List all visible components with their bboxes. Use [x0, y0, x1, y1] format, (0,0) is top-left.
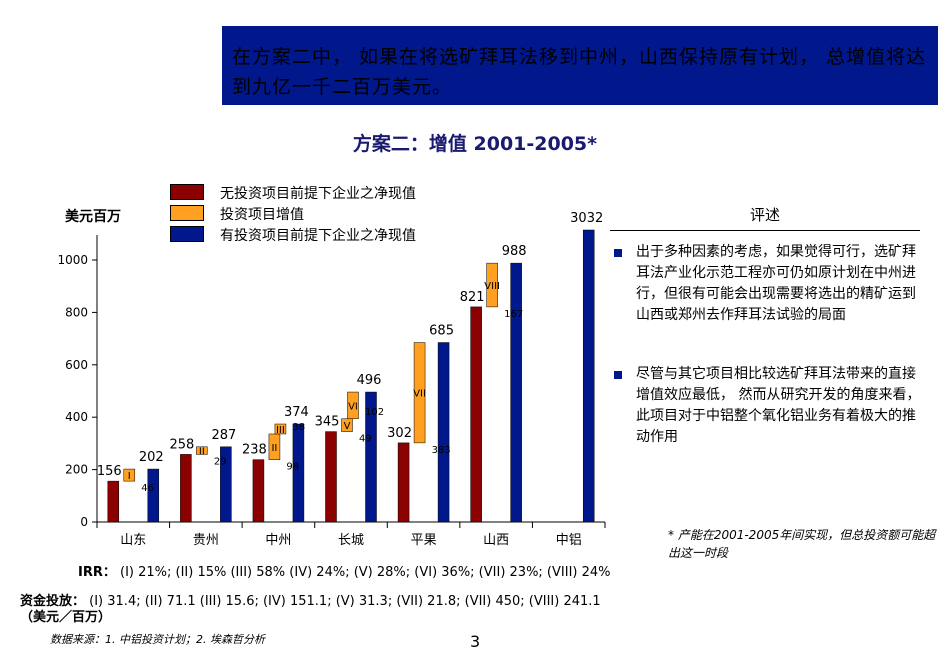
legend-label: 无投资项目前提下企业之净现值 [220, 186, 416, 202]
bar-value-label: 821 [460, 290, 485, 305]
legend-swatch-orange [170, 205, 204, 221]
page-number: 3 [470, 632, 481, 651]
legend-label: 有投资项目前提下企业之净现值 [220, 228, 416, 244]
y-tick-label: 200 [65, 463, 88, 477]
chart-title: 方案二：增值 2001-2005* [352, 133, 598, 155]
segment-roman-label: VI [348, 401, 358, 412]
investment-line: 资金投放： (I) 31.4; (II) 71.1 (III) 15.6; (I… [20, 590, 601, 609]
bar-value-label: 287 [211, 428, 236, 443]
bar-with-investment [147, 468, 160, 523]
x-tick-label: 山东 [120, 533, 146, 548]
segment-roman-label: I [128, 471, 131, 482]
investment-unit: （美元／百万） [20, 610, 112, 625]
x-tick-label: 长城 [338, 533, 364, 548]
segment-roman-label: II [199, 447, 205, 458]
segment-value-label: 383 [432, 445, 451, 456]
bar-investment-increment [123, 468, 136, 482]
bar-with-investment [510, 262, 522, 523]
segment-value-label: 38 [292, 422, 305, 433]
segment-value-label: 46 [141, 483, 154, 494]
bar-value-label: 202 [139, 450, 164, 465]
bar-value-label: 238 [242, 443, 267, 458]
bar-with-investment [582, 229, 595, 523]
remarks-title: 评述 [749, 206, 780, 224]
bar-value-label: 258 [169, 437, 194, 452]
bar-without-investment [252, 459, 265, 523]
bar-value-label: 988 [502, 244, 527, 259]
segment-value-label: 98 [286, 462, 299, 473]
bar-investment-increment [274, 423, 287, 435]
summary-banner: 在方案二中， 如果在将选矿拜耳法移到中州，山西保持原有计划， 总增值将达到九亿一… [222, 26, 938, 105]
investment-values: (I) 31.4; (II) 71.1 (III) 15.6; (IV) 151… [89, 594, 601, 609]
bar-value-label: 302 [387, 426, 412, 441]
y-tick-label: 800 [65, 305, 88, 319]
bar-investment-increment [347, 391, 359, 420]
irr-label: IRR： [78, 565, 116, 580]
irr-values: (I) 21%; (II) 15% (III) 58% (IV) 24%; (V… [120, 565, 611, 580]
bar-with-investment [292, 423, 305, 523]
bar-investment-increment [268, 433, 281, 460]
segment-roman-label: V [344, 421, 351, 432]
x-tick-label: 贵州 [193, 533, 219, 548]
bar-with-investment [437, 342, 450, 523]
bar-investment-increment [486, 262, 498, 308]
y-tick-label: 0 [80, 515, 88, 529]
footnote: * 产能在2001-2005年间实现，但总投资额可能超出这一时段 [668, 528, 936, 560]
remarks-divider [610, 230, 920, 231]
bar-value-label: 496 [357, 373, 382, 388]
x-tick-label: 中铝 [556, 533, 582, 548]
bar-value-label: 156 [97, 464, 122, 479]
x-tick-label: 山西 [483, 533, 509, 548]
bar-investment-increment [413, 342, 426, 444]
remark-item: 尽管与其它项目相比较选矿拜耳法带来的直接增值效应最低， 然而从研究开发的角度来看… [636, 366, 921, 445]
y-tick-label: 600 [65, 358, 88, 372]
y-axis-label: 美元百万 [65, 209, 121, 225]
legend-swatch-blue [170, 226, 204, 242]
bar-without-investment [397, 442, 410, 523]
y-tick-label: 400 [65, 410, 88, 424]
legend-swatch-darkred [170, 184, 204, 200]
source-note: 数据来源：1. 中铝投资计划；2. 埃森哲分析 [50, 633, 265, 646]
summary-text: 在方案二中， 如果在将选矿拜耳法移到中州，山西保持原有计划， 总增值将达到九亿一… [232, 46, 927, 98]
segment-roman-label: III [276, 425, 285, 436]
bar-without-investment [325, 431, 337, 523]
segment-value-label: 167 [504, 309, 523, 320]
remark-item: 出于多种因素的考虑，如果觉得可行，选矿拜耳法产业化示范工程亦可仍如原计划在中州进… [636, 244, 916, 323]
x-tick-label: 平果 [411, 533, 437, 548]
bar-value-label: 374 [284, 405, 309, 420]
bar-value-label: 685 [429, 324, 454, 339]
investment-label: 资金投放： [20, 594, 86, 609]
bar-without-investment [107, 480, 120, 523]
bullet-icon [614, 249, 622, 257]
bar-with-investment [365, 391, 377, 523]
segment-roman-label: II [271, 443, 277, 454]
segment-roman-label: VIII [484, 281, 500, 292]
bar-investment-increment [341, 418, 353, 432]
bar-value-label: 345 [315, 415, 340, 430]
segment-value-label: 49 [359, 434, 372, 445]
bar-without-investment [180, 454, 192, 523]
bar-with-investment [220, 446, 232, 523]
bullet-icon [614, 371, 622, 379]
y-tick-label: 1000 [57, 253, 88, 267]
irr-line: IRR： (I) 21%; (II) 15% (III) 58% (IV) 24… [78, 561, 611, 580]
bar-without-investment [470, 306, 482, 523]
bar-investment-increment [196, 446, 208, 455]
bar-value-label: 3032 [570, 211, 603, 226]
segment-roman-label: VII [413, 389, 426, 400]
legend-label: 投资项目增值 [220, 207, 304, 223]
x-tick-label: 中州 [265, 533, 291, 548]
segment-value-label: 29 [214, 456, 227, 467]
segment-value-label: 102 [365, 407, 384, 418]
